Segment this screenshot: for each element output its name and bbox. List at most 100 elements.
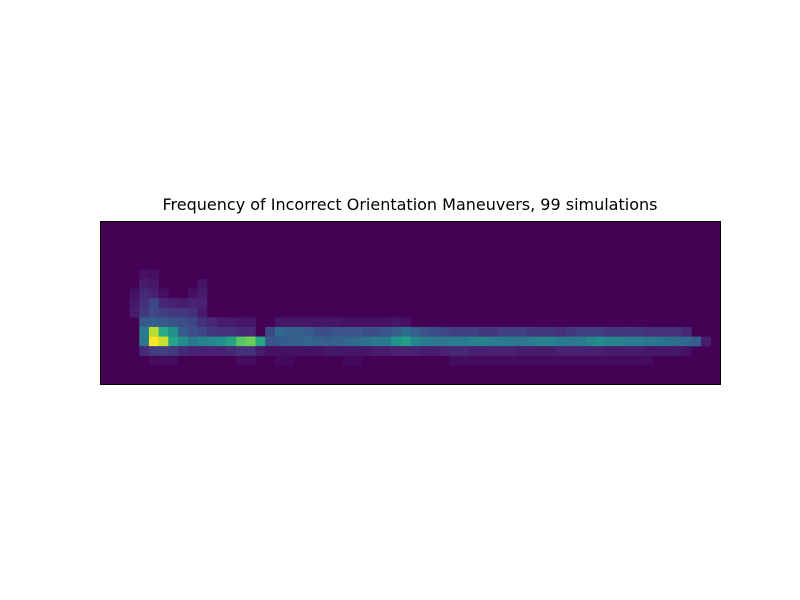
heatmap-cell (168, 298, 179, 309)
heatmap-cell (178, 317, 188, 328)
heatmap-cell (226, 317, 237, 328)
heatmap-cell (371, 326, 382, 337)
heatmap-cell (265, 336, 276, 347)
heatmap-cell (216, 317, 227, 328)
heatmap-cell (633, 346, 644, 357)
heatmap-cell (449, 336, 460, 347)
heatmap-cell (429, 346, 440, 357)
heatmap-cell (158, 355, 169, 366)
heatmap-cell (245, 336, 256, 347)
heatmap-cell (643, 346, 653, 357)
heatmap-cell (497, 355, 508, 366)
heatmap-cell (468, 336, 479, 347)
heatmap-cell (236, 336, 247, 347)
heatmap-cell (362, 317, 373, 328)
heatmap-cell (216, 326, 227, 337)
heatmap-cell (526, 326, 537, 337)
heatmap-cell (662, 326, 673, 337)
heatmap-cell (129, 298, 140, 309)
heatmap-cell (507, 336, 518, 347)
heatmap-cell (546, 326, 557, 337)
heatmap-cell (362, 326, 373, 337)
heatmap-cell (129, 307, 140, 318)
heatmap-cell (342, 346, 353, 357)
heatmap-cell (168, 346, 179, 357)
heatmap-cell (313, 326, 324, 337)
heatmap-cell (148, 336, 159, 347)
heatmap-cell (546, 336, 557, 347)
heatmap-cell (245, 326, 256, 337)
heatmap-cell (187, 298, 198, 309)
heatmap-cell (284, 336, 295, 347)
heatmap-cell (274, 326, 285, 337)
heatmap-cell (681, 336, 692, 347)
heatmap-cell (148, 355, 159, 366)
heatmap-cell (197, 307, 208, 318)
heatmap-cell (148, 279, 159, 289)
heatmap-cell (604, 355, 615, 366)
heatmap-cell (555, 346, 566, 357)
heatmap-cell (643, 355, 653, 366)
heatmap-cell (168, 326, 179, 337)
heatmap-cell (555, 326, 566, 337)
heatmap-cell (197, 346, 208, 357)
heatmap-cell (468, 326, 479, 337)
heatmap-cell (662, 336, 673, 347)
heatmap-cell (139, 279, 150, 289)
heatmap-cell (507, 346, 518, 357)
heatmap-cell (303, 346, 314, 357)
heatmap-cell (197, 288, 208, 299)
heatmap-plot (100, 221, 721, 385)
heatmap-cell (575, 326, 586, 337)
heatmap-cell (672, 346, 683, 357)
heatmap-cells (129, 269, 712, 366)
heatmap-cell (546, 355, 557, 366)
heatmap-cell (536, 336, 547, 347)
heatmap-cell (565, 355, 576, 366)
heatmap-cell (148, 288, 159, 299)
heatmap-cell (284, 355, 295, 366)
heatmap-cell (333, 326, 343, 337)
heatmap-cell (245, 346, 256, 357)
heatmap-cell (623, 336, 634, 347)
heatmap-cell (633, 326, 644, 337)
heatmap-cell (565, 346, 576, 357)
heatmap-cell (391, 326, 402, 337)
heatmap-cell (613, 346, 624, 357)
heatmap-cell (478, 355, 489, 366)
heatmap-cell (178, 326, 188, 337)
heatmap-cell (168, 307, 179, 318)
heatmap-cell (643, 326, 653, 337)
heatmap-cell (439, 336, 450, 347)
heatmap-cell (313, 317, 324, 328)
heatmap-cell (633, 355, 644, 366)
heatmap-cell (333, 346, 343, 357)
heatmap-cell (536, 355, 547, 366)
heatmap-cell (139, 326, 150, 337)
heatmap-cell (139, 336, 150, 347)
heatmap-cell (245, 355, 256, 366)
heatmap-cell (362, 336, 373, 347)
heatmap-cell (497, 336, 508, 347)
heatmap-cell (652, 326, 663, 337)
heatmap-cell (255, 346, 266, 357)
heatmap-cell (488, 346, 498, 357)
heatmap-cell (303, 326, 314, 337)
heatmap-cell (284, 346, 295, 357)
heatmap-cell (517, 336, 528, 347)
heatmap-cell (178, 336, 188, 347)
heatmap-cell (158, 346, 169, 357)
heatmap-cell (158, 317, 169, 328)
heatmap-cell (197, 298, 208, 309)
heatmap-cell (565, 336, 576, 347)
heatmap-cell (604, 326, 615, 337)
heatmap-cell (497, 346, 508, 357)
heatmap-cell (236, 326, 247, 337)
heatmap-cell (274, 317, 285, 328)
heatmap-cell (381, 346, 392, 357)
heatmap-cell (139, 307, 150, 318)
heatmap-cell (158, 307, 169, 318)
heatmap-cell (226, 346, 237, 357)
heatmap-cell (178, 346, 188, 357)
heatmap-cell (323, 317, 334, 328)
